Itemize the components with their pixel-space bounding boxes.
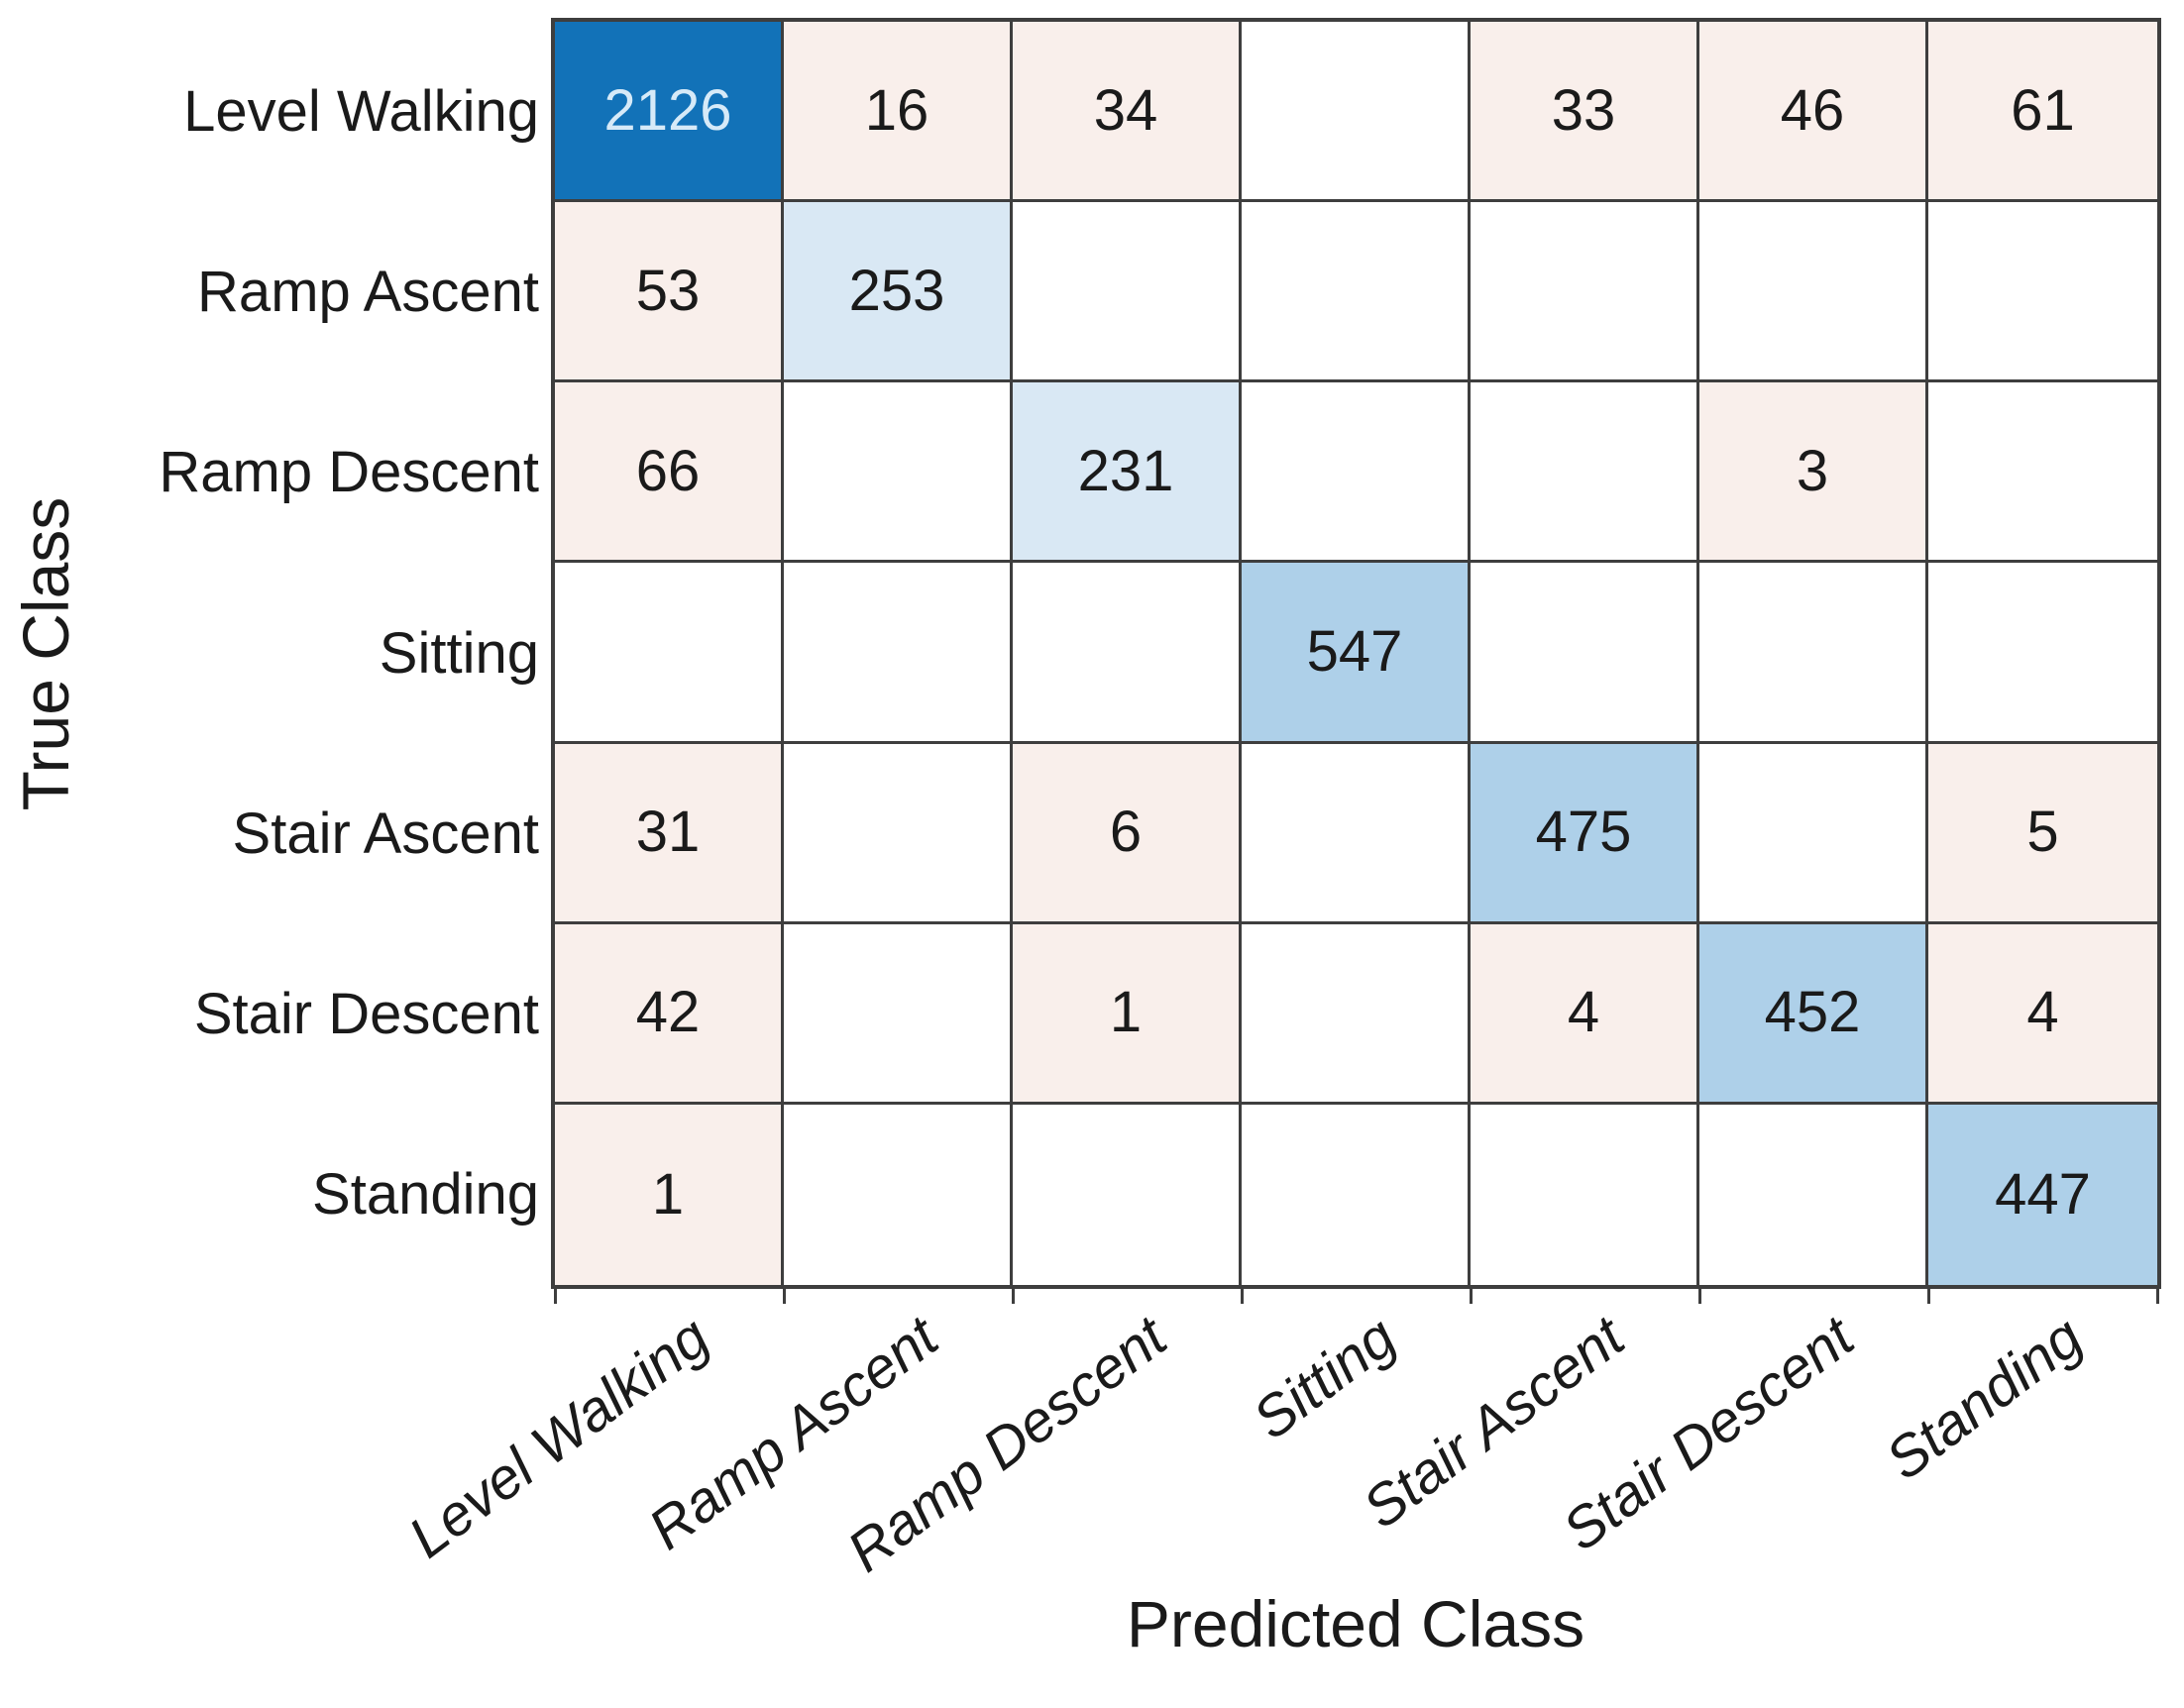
row-label-stair-ascent: Stair Ascent <box>232 801 539 866</box>
matrix-cell-level-walking-level-walking: 2126 <box>555 22 784 203</box>
row-label-ramp-descent: Ramp Descent <box>159 440 539 504</box>
matrix-cell-standing-stair-ascent <box>1471 1104 1699 1285</box>
confusion-matrix-grid: 2126 16 34 33 46 61 53 253 66 231 3 547 31 6 475 5 42 1 4 4… <box>551 18 2161 1289</box>
matrix-cell-ramp-descent-ramp-ascent <box>784 382 1013 564</box>
matrix-cell-standing-level-walking: 1 <box>555 1104 784 1285</box>
matrix-cell-stair-descent-stair-descent: 452 <box>1699 923 1928 1105</box>
row-label-level-walking: Level Walking <box>183 79 539 144</box>
x-axis-tick <box>2156 1289 2159 1304</box>
row-label-standing: Standing <box>312 1162 539 1227</box>
matrix-cell-stair-ascent-ramp-ascent <box>784 743 1013 924</box>
row-label-sitting: Sitting <box>379 621 539 686</box>
matrix-cell-sitting-ramp-ascent <box>784 563 1013 744</box>
matrix-cell-stair-ascent-ramp-descent: 6 <box>1013 743 1242 924</box>
x-axis-tick <box>1927 1289 1930 1304</box>
matrix-cell-stair-ascent-sitting <box>1242 743 1471 924</box>
matrix-cell-ramp-ascent-ramp-ascent: 253 <box>784 202 1013 383</box>
x-axis-tick <box>1012 1289 1015 1304</box>
row-label-ramp-ascent: Ramp Ascent <box>197 260 539 324</box>
matrix-cell-level-walking-ramp-ascent: 16 <box>784 22 1013 203</box>
matrix-cell-ramp-descent-stair-ascent <box>1471 382 1699 564</box>
matrix-cell-standing-ramp-descent <box>1013 1104 1242 1285</box>
matrix-cell-ramp-descent-stair-descent: 3 <box>1699 382 1928 564</box>
matrix-cell-ramp-ascent-stair-ascent <box>1471 202 1699 383</box>
matrix-cell-standing-stair-descent <box>1699 1104 1928 1285</box>
matrix-cell-stair-ascent-standing: 5 <box>1928 743 2157 924</box>
matrix-cell-sitting-level-walking <box>555 563 784 744</box>
matrix-cell-level-walking-standing: 61 <box>1928 22 2157 203</box>
matrix-cell-stair-descent-standing: 4 <box>1928 923 2157 1105</box>
matrix-cell-stair-ascent-stair-descent <box>1699 743 1928 924</box>
x-axis-tick <box>783 1289 786 1304</box>
x-tick-label-standing: Standing <box>1874 1304 2095 1493</box>
matrix-cell-standing-standing: 447 <box>1928 1104 2157 1285</box>
matrix-cell-sitting-stair-ascent <box>1471 563 1699 744</box>
row-label-stair-descent: Stair Descent <box>193 982 539 1046</box>
x-axis-tick <box>1241 1289 1244 1304</box>
matrix-cell-ramp-descent-sitting <box>1242 382 1471 564</box>
matrix-cell-ramp-ascent-sitting <box>1242 202 1471 383</box>
matrix-cell-level-walking-stair-ascent: 33 <box>1471 22 1699 203</box>
matrix-cell-standing-sitting <box>1242 1104 1471 1285</box>
matrix-cell-sitting-stair-descent <box>1699 563 1928 744</box>
y-axis-title: True Class <box>9 496 82 811</box>
matrix-cell-ramp-ascent-level-walking: 53 <box>555 202 784 383</box>
x-axis-tick <box>554 1289 557 1304</box>
matrix-cell-ramp-descent-standing <box>1928 382 2157 564</box>
matrix-cell-level-walking-stair-descent: 46 <box>1699 22 1928 203</box>
matrix-cell-level-walking-ramp-descent: 34 <box>1013 22 1242 203</box>
matrix-cell-stair-ascent-level-walking: 31 <box>555 743 784 924</box>
matrix-cell-stair-descent-sitting <box>1242 923 1471 1105</box>
matrix-cell-stair-descent-level-walking: 42 <box>555 923 784 1105</box>
matrix-cell-sitting-standing <box>1928 563 2157 744</box>
x-axis-tick <box>1470 1289 1473 1304</box>
matrix-cell-stair-descent-stair-ascent: 4 <box>1471 923 1699 1105</box>
matrix-cell-stair-ascent-stair-ascent: 475 <box>1471 743 1699 924</box>
matrix-cell-ramp-descent-ramp-descent: 231 <box>1013 382 1242 564</box>
matrix-cell-sitting-ramp-descent <box>1013 563 1242 744</box>
matrix-cell-ramp-ascent-ramp-descent <box>1013 202 1242 383</box>
matrix-cell-ramp-descent-level-walking: 66 <box>555 382 784 564</box>
x-axis-title: Predicted Class <box>1126 1587 1585 1660</box>
matrix-cell-ramp-ascent-stair-descent <box>1699 202 1928 383</box>
matrix-cell-sitting-sitting: 547 <box>1242 563 1471 744</box>
x-tick-label-sitting: Sitting <box>1241 1304 1408 1452</box>
matrix-cell-stair-descent-ramp-ascent <box>784 923 1013 1105</box>
matrix-cell-ramp-ascent-standing <box>1928 202 2157 383</box>
matrix-cell-standing-ramp-ascent <box>784 1104 1013 1285</box>
x-axis-tick <box>1698 1289 1701 1304</box>
matrix-cell-stair-descent-ramp-descent: 1 <box>1013 923 1242 1105</box>
matrix-cell-level-walking-sitting <box>1242 22 1471 203</box>
